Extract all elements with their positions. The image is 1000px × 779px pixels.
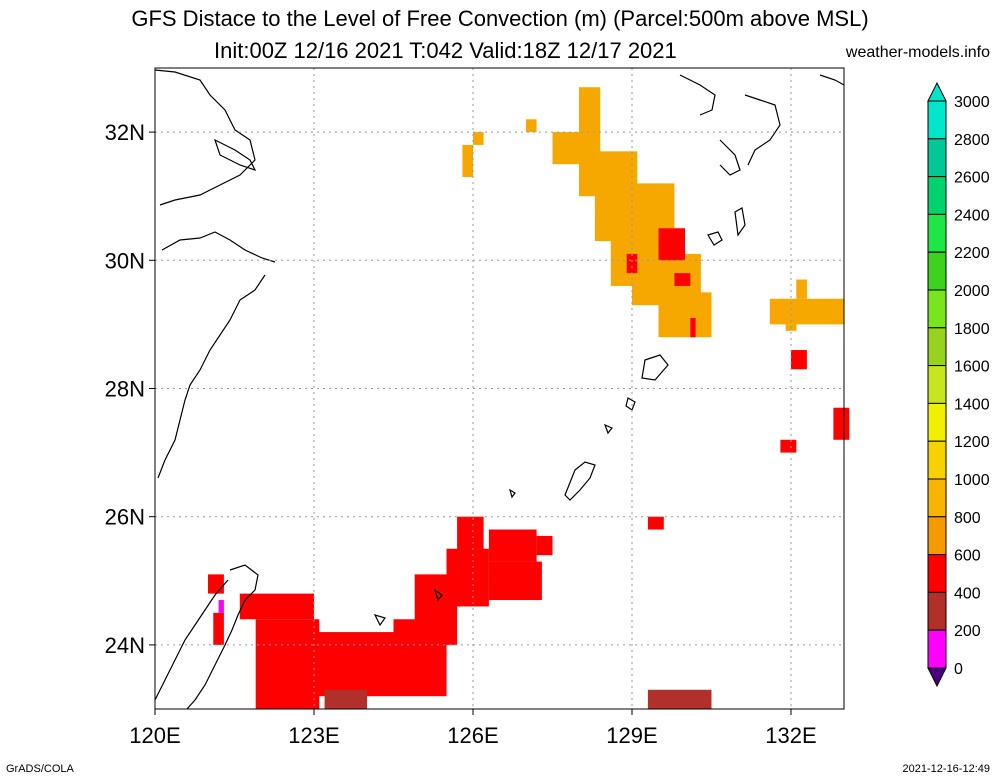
- field-cell: [208, 574, 224, 594]
- colorbar-label: 3000: [954, 94, 990, 111]
- field-cell: [536, 535, 553, 556]
- footer-left: GrADS/COLA: [6, 763, 74, 775]
- field-cell: [647, 689, 712, 709]
- x-tick-label: 120E: [129, 723, 180, 748]
- colorbar-segment: [927, 138, 947, 178]
- colorbar-label: 2600: [954, 170, 990, 187]
- axis-ticks: 120E 123E 126E 129E 132E 24N 26N 28N 30N 32N: [105, 120, 817, 748]
- colorbar-label: 200: [954, 623, 981, 640]
- field-cell: [462, 144, 473, 177]
- field-cell: [213, 612, 224, 645]
- field-cell: [457, 516, 484, 556]
- colorbar-segment: [927, 478, 947, 518]
- island-ryukyu-4: [603, 423, 613, 435]
- field-cell: [488, 561, 542, 601]
- colorbar-segment: [927, 629, 947, 669]
- colorbar-segment: [927, 516, 947, 556]
- colorbar-label: 2000: [954, 283, 990, 300]
- island-ryukyu-2: [564, 461, 596, 501]
- field-cell: [324, 689, 367, 709]
- coastline-taiwan: [154, 564, 259, 710]
- coastline-yangtze: [213, 138, 257, 172]
- field-cell: [526, 119, 537, 133]
- colorbar-segment: [927, 365, 947, 404]
- chart-subtitle: Init:00Z 12/16 2021 T:042 Valid:18Z 12/1…: [214, 38, 677, 63]
- y-tick-label: 26N: [105, 505, 145, 530]
- footer-right: 2021-12-16-12:49: [902, 763, 990, 775]
- field-cell: [647, 516, 664, 530]
- colorbar-arrow-top: [927, 81, 947, 102]
- colorbar-arrow-bottom: [927, 667, 947, 688]
- island-miyako: [373, 488, 516, 627]
- island-ryukyu-1: [641, 354, 669, 381]
- chart-title: GFS Distace to the Level of Free Convect…: [131, 6, 869, 31]
- colorbar-label: 1200: [954, 434, 990, 451]
- coastline-china: [154, 69, 276, 479]
- colorbar-label: 2400: [954, 207, 990, 224]
- x-tick-label: 132E: [765, 723, 816, 748]
- field-cell: [791, 350, 807, 370]
- field-cell: [674, 273, 691, 286]
- colorbar: 3000280026002400220020001800160014001200…: [927, 81, 990, 688]
- x-tick-label: 126E: [447, 723, 498, 748]
- field-cell: [658, 292, 712, 338]
- field-cell: [218, 600, 224, 613]
- colorbar-segment: [927, 213, 947, 253]
- field-cell: [488, 529, 537, 562]
- colorbar-label: 800: [954, 510, 981, 527]
- y-tick-label: 28N: [105, 377, 145, 402]
- colorbar-segment: [927, 289, 947, 329]
- colorbar-label: 2200: [954, 245, 990, 262]
- field-cell: [833, 407, 850, 440]
- coastline-kyushu: [679, 74, 845, 176]
- y-tick-label: 30N: [105, 248, 145, 273]
- field-cell: [690, 317, 696, 338]
- colorbar-label: 1000: [954, 472, 990, 489]
- colorbar-label: 1600: [954, 359, 990, 376]
- colorbar-label: 0: [954, 661, 963, 678]
- island-osumi: [707, 231, 723, 246]
- site-credit: weather-models.info: [845, 44, 990, 61]
- y-tick-label: 32N: [105, 120, 145, 145]
- x-tick-label: 129E: [606, 723, 657, 748]
- colorbar-label: 1800: [954, 321, 990, 338]
- coastlines: [154, 69, 845, 710]
- colorbar-segment: [927, 440, 947, 480]
- colorbar-segment: [927, 176, 947, 215]
- field-cell: [255, 619, 320, 709]
- island-tanegashima: [734, 207, 746, 237]
- field-cell: [626, 253, 638, 274]
- field-cell: [446, 548, 489, 607]
- colorbar-label: 2800: [954, 132, 990, 149]
- colorbar-segment: [927, 251, 947, 291]
- field-cell: [473, 132, 484, 145]
- colorbar-label: 1400: [954, 396, 990, 413]
- y-tick-label: 24N: [105, 633, 145, 658]
- field-cell: [780, 439, 797, 453]
- colorbar-segment: [927, 591, 947, 631]
- colorbar-label: 400: [954, 585, 981, 602]
- field-cell: [658, 228, 685, 261]
- field-cells: [208, 87, 850, 709]
- colorbar-segment: [927, 327, 947, 367]
- colorbar-segment: [927, 554, 947, 593]
- gridlines: [155, 68, 844, 709]
- field-cell: [796, 279, 807, 299]
- field-cell: [769, 298, 844, 325]
- x-tick-label: 123E: [288, 723, 339, 748]
- colorbar-segment: [927, 100, 947, 140]
- field-cell: [239, 593, 314, 620]
- colorbar-segment: [927, 402, 947, 442]
- colorbar-label: 600: [954, 548, 981, 565]
